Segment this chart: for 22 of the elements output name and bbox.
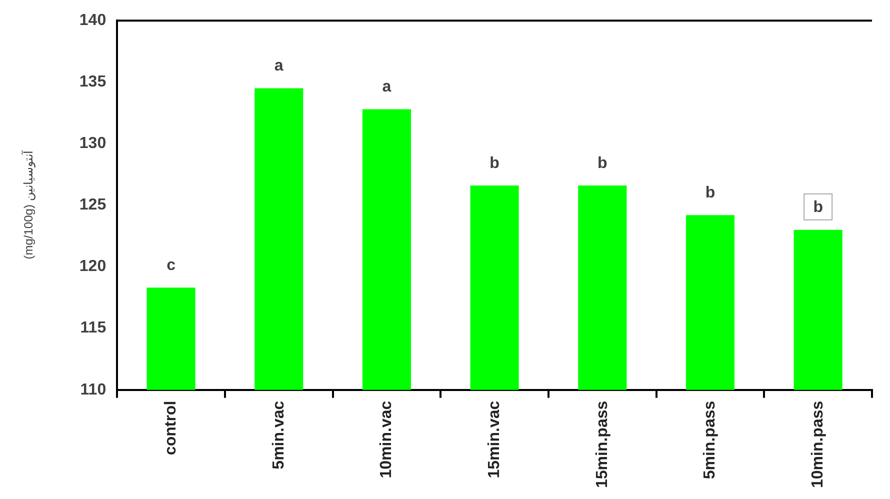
y-tick-label: 125 bbox=[79, 196, 106, 214]
x-tick-label: 5min.pass bbox=[702, 400, 719, 480]
annotation: b bbox=[490, 154, 500, 172]
y-tick-label: 115 bbox=[80, 320, 106, 337]
x-tick-label: 10min.pass bbox=[809, 400, 826, 488]
annotation: a bbox=[382, 78, 392, 96]
y-tick-label: 130 bbox=[79, 135, 106, 152]
x-tick-label: control bbox=[162, 400, 180, 456]
annotation: b bbox=[705, 184, 716, 202]
annotation: a bbox=[274, 58, 284, 75]
x-tick-label: 15min.vac bbox=[486, 400, 503, 478]
y-tick-label: 135 bbox=[79, 74, 106, 91]
x-tick-label: 10min.vac bbox=[378, 400, 396, 478]
annotation: b bbox=[813, 199, 824, 216]
y-axis-title: (mg/100g) آنتوسیانین bbox=[20, 150, 36, 260]
y-tick-label: 120 bbox=[79, 258, 106, 276]
y-tick-label: 140 bbox=[79, 12, 106, 30]
y-tick-label: 110 bbox=[80, 381, 106, 398]
x-tick-label: 5min.vac bbox=[270, 400, 288, 470]
annotation: c bbox=[166, 257, 176, 274]
annotation: b bbox=[598, 154, 608, 172]
x-tick-label: 15min.pass bbox=[594, 400, 611, 488]
